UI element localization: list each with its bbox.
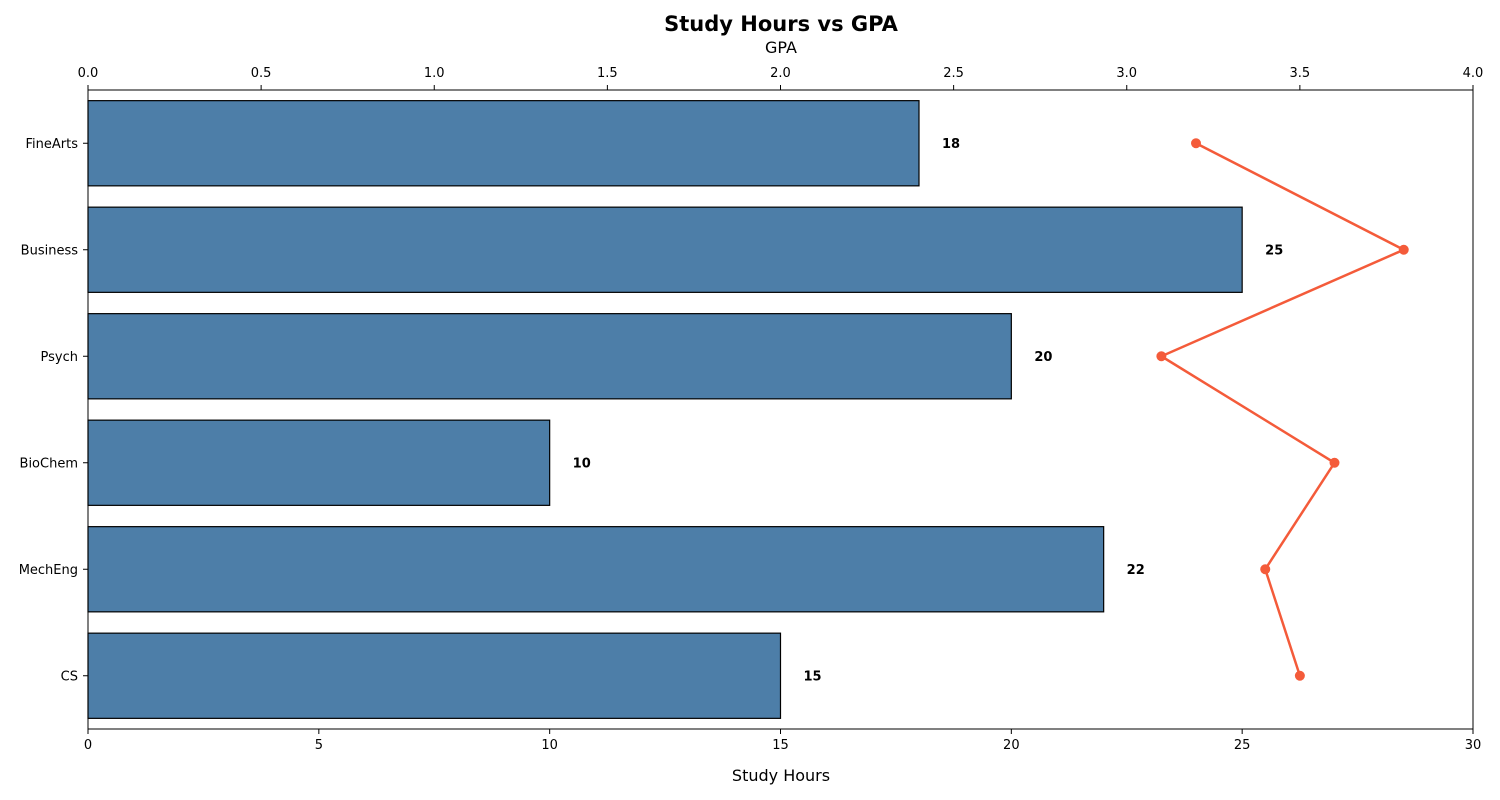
plot-area: 15 22 10 20 25 18 0 5 10 15 20 25 30 0.0 0.5 1.0 1.5 2.0 2… xyxy=(19,66,1484,753)
bar-business xyxy=(87,206,1243,293)
gpa-point-finearts xyxy=(1191,138,1201,149)
bar-mecheng xyxy=(87,526,1105,613)
x-tick-label: 0 xyxy=(84,738,92,753)
x2-tick-label: 1.5 xyxy=(597,66,618,81)
gpa-line xyxy=(1158,142,1407,677)
x-tick-label: 20 xyxy=(1003,738,1020,753)
x-tick-label: 5 xyxy=(315,738,323,753)
top-axis-label: GPA xyxy=(765,38,797,57)
chart-title: Study Hours vs GPA xyxy=(664,12,898,36)
bar-cs xyxy=(87,632,782,719)
bottom-axis-label: Study Hours xyxy=(732,766,830,785)
category-label-cs: CS xyxy=(61,669,78,684)
bar-psych xyxy=(87,313,1012,400)
x-tick-label: 10 xyxy=(541,738,558,753)
x-tick-label: 15 xyxy=(772,738,789,753)
x2-tick-label: 0.5 xyxy=(251,66,272,81)
data-label-psych: 20 xyxy=(1034,350,1052,365)
x2-tick-label: 2.5 xyxy=(943,66,964,81)
x-tick-label: 30 xyxy=(1465,738,1482,753)
x2-tick-label: 0.0 xyxy=(78,66,99,81)
category-label-biochem: BioChem xyxy=(20,456,78,471)
gpa-point-business xyxy=(1398,244,1409,255)
category-label-business: Business xyxy=(21,243,79,258)
gpa-point-biochem xyxy=(1329,457,1340,468)
data-label-mecheng: 22 xyxy=(1127,563,1145,578)
gpa-point-psych xyxy=(1156,351,1167,362)
bar-biochem xyxy=(87,419,551,506)
x2-tick-label: 3.0 xyxy=(1116,66,1137,81)
category-label-finearts: FineArts xyxy=(26,137,79,152)
category-label-mecheng: MechEng xyxy=(19,563,78,578)
x2-tick-label: 4.0 xyxy=(1463,66,1484,81)
x2-tick-label: 2.0 xyxy=(770,66,791,81)
data-label-business: 25 xyxy=(1265,243,1283,258)
x-tick-label: 25 xyxy=(1234,738,1251,753)
data-label-biochem: 10 xyxy=(573,456,591,471)
x2-tick-label: 3.5 xyxy=(1290,66,1311,81)
x2-tick-label: 1.0 xyxy=(424,66,445,81)
category-label-psych: Psych xyxy=(41,350,78,365)
bar-finearts xyxy=(87,100,920,187)
gpa-point-cs xyxy=(1294,670,1305,681)
data-label-cs: 15 xyxy=(804,669,822,684)
gpa-point-mecheng xyxy=(1260,564,1271,575)
data-label-finearts: 18 xyxy=(942,137,960,152)
